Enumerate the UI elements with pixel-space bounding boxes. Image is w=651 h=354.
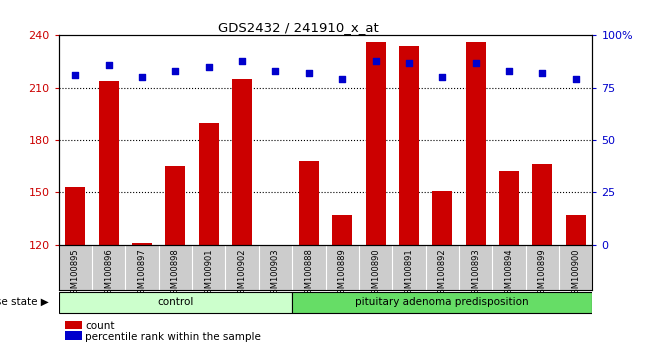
Bar xyxy=(165,166,186,245)
Bar xyxy=(59,292,292,313)
Text: GSM100901: GSM100901 xyxy=(204,249,214,299)
Bar xyxy=(566,215,586,245)
Bar xyxy=(292,292,592,313)
Text: GSM100897: GSM100897 xyxy=(137,249,146,299)
Bar xyxy=(432,191,452,245)
Point xyxy=(303,70,314,76)
Text: GSM100890: GSM100890 xyxy=(371,249,380,299)
Text: GSM100898: GSM100898 xyxy=(171,249,180,299)
Text: pituitary adenoma predisposition: pituitary adenoma predisposition xyxy=(355,297,529,307)
Text: GSM100894: GSM100894 xyxy=(505,249,514,299)
Point xyxy=(404,60,414,65)
Bar xyxy=(99,81,118,245)
Point xyxy=(504,68,514,74)
Bar xyxy=(465,42,486,245)
Point xyxy=(237,58,247,63)
Text: disease state ▶: disease state ▶ xyxy=(0,297,49,307)
Bar xyxy=(533,165,552,245)
Bar xyxy=(199,122,219,245)
Text: GSM100892: GSM100892 xyxy=(437,249,447,299)
Bar xyxy=(65,320,82,330)
Bar xyxy=(132,243,152,245)
Point xyxy=(104,62,114,68)
Text: GSM100899: GSM100899 xyxy=(538,249,547,299)
Text: GSM100889: GSM100889 xyxy=(338,249,347,299)
Text: GSM100900: GSM100900 xyxy=(571,249,580,299)
Text: GSM100895: GSM100895 xyxy=(71,249,80,299)
Text: GSM100902: GSM100902 xyxy=(238,249,247,299)
Bar xyxy=(299,161,319,245)
Point xyxy=(270,68,281,74)
Bar xyxy=(365,42,385,245)
Text: GSM100891: GSM100891 xyxy=(404,249,413,299)
Bar xyxy=(499,171,519,245)
Text: GSM100903: GSM100903 xyxy=(271,249,280,299)
Bar xyxy=(332,215,352,245)
Text: control: control xyxy=(157,297,193,307)
Point xyxy=(170,68,180,74)
Bar xyxy=(65,187,85,245)
Point xyxy=(537,70,547,76)
Bar xyxy=(232,79,252,245)
Bar xyxy=(399,46,419,245)
Bar xyxy=(65,331,82,340)
Text: percentile rank within the sample: percentile rank within the sample xyxy=(85,332,261,342)
Point xyxy=(437,74,447,80)
Point xyxy=(204,64,214,70)
Point xyxy=(137,74,147,80)
Text: GSM100888: GSM100888 xyxy=(304,249,313,299)
Text: GSM100893: GSM100893 xyxy=(471,249,480,299)
Text: count: count xyxy=(85,321,115,331)
Point xyxy=(471,60,481,65)
Point xyxy=(370,58,381,63)
Point xyxy=(70,72,81,78)
Title: GDS2432 / 241910_x_at: GDS2432 / 241910_x_at xyxy=(219,21,379,34)
Text: GSM100896: GSM100896 xyxy=(104,249,113,299)
Point xyxy=(337,76,348,82)
Point xyxy=(570,76,581,82)
